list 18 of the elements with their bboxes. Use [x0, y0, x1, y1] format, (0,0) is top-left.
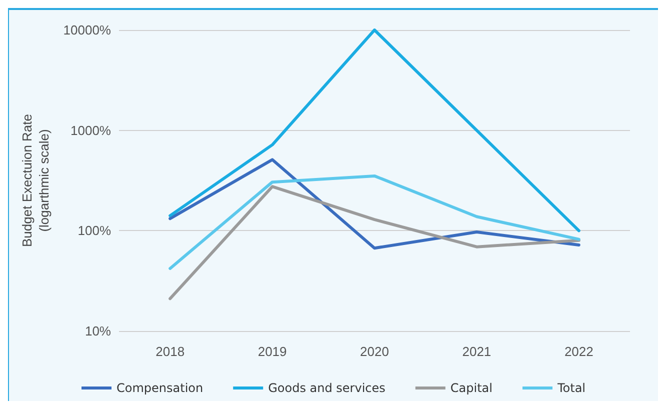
line-series — [168, 185, 580, 300]
legend-label: Goods and services — [268, 381, 386, 395]
line-series — [168, 158, 580, 250]
x-tick-label: 2022 — [564, 344, 594, 359]
x-tick-label: 2020 — [360, 344, 389, 359]
x-tick-label: 2018 — [156, 344, 185, 359]
y-tick-label: 100% — [78, 223, 112, 238]
line-series — [168, 174, 580, 270]
y-axis-title: Budget Exectuion Rate (logarthmic scale) — [19, 114, 52, 247]
y-tick-label: 10000% — [63, 22, 112, 38]
legend-label: Capital — [450, 381, 492, 395]
line-series — [168, 28, 580, 232]
legend-label: Total — [556, 381, 586, 395]
legend-label: Compensation — [116, 381, 204, 395]
x-tick-label: 2019 — [258, 344, 287, 359]
y-tick-label: 10% — [84, 324, 112, 338]
x-tick-label: 2021 — [462, 344, 492, 359]
y-tick-label: 1000% — [70, 122, 112, 138]
